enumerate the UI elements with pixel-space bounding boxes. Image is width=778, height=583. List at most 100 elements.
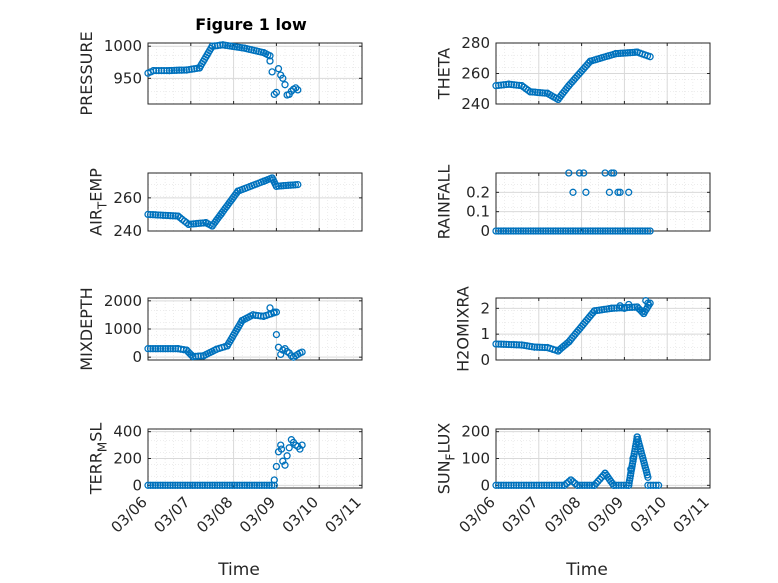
- data-point: [166, 345, 175, 353]
- data-point: [279, 74, 287, 82]
- data-point: [584, 227, 592, 235]
- data-point: [529, 88, 537, 96]
- subplot-5: 0 1000 2000 MIXDEPTH: [77, 287, 363, 371]
- data-point: [541, 89, 549, 97]
- data-point: [497, 81, 505, 89]
- data-point: [170, 66, 178, 75]
- data-point: [610, 481, 618, 489]
- data-point: [197, 352, 205, 360]
- data-point: [509, 227, 518, 235]
- data-point: [159, 211, 167, 219]
- data-point: [497, 481, 505, 489]
- data-point: [151, 481, 160, 489]
- data-point: [510, 341, 518, 349]
- data-point: [157, 66, 166, 75]
- data-point: [285, 444, 293, 452]
- x-tick-label: 03/09: [236, 493, 279, 536]
- data-point: [611, 227, 619, 235]
- data-point: [538, 89, 547, 97]
- data-point: [505, 340, 513, 349]
- data-point: [549, 227, 557, 235]
- data-point: [171, 345, 180, 353]
- data-point: [538, 481, 546, 489]
- data-point: [652, 481, 660, 489]
- data-point: [187, 351, 195, 359]
- data-point: [617, 481, 625, 489]
- data-point: [161, 211, 170, 220]
- data-point: [203, 481, 212, 489]
- data-point: [530, 481, 538, 489]
- data-point: [255, 481, 264, 489]
- data-point: [571, 479, 579, 488]
- data-point: [515, 81, 523, 90]
- data-point: [537, 227, 545, 235]
- data-point: [620, 304, 629, 312]
- data-point: [589, 227, 597, 235]
- y-tick-label: 950: [113, 69, 142, 87]
- data-point: [556, 227, 565, 235]
- data-point: [551, 227, 560, 235]
- data-point: [555, 481, 564, 489]
- data-point: [221, 481, 229, 489]
- data-point: [294, 180, 302, 189]
- data-point: [626, 227, 634, 235]
- data-point: [146, 481, 155, 489]
- data-point: [619, 227, 627, 235]
- data-point: [510, 81, 518, 89]
- data-point: [612, 50, 620, 58]
- data-point: [272, 462, 281, 471]
- data-point: [263, 481, 271, 489]
- data-point: [218, 481, 226, 489]
- y-tick-label: 280: [461, 34, 490, 52]
- data-point: [146, 345, 155, 353]
- data-point: [183, 481, 192, 489]
- data-point: [559, 227, 567, 235]
- x-tick-label: 03/06: [108, 493, 151, 536]
- data-point: [553, 481, 561, 489]
- data-point: [524, 227, 532, 235]
- data-point: [517, 481, 526, 489]
- data-point: [257, 312, 265, 320]
- data-point: [614, 49, 622, 58]
- data-point: [175, 66, 183, 74]
- data-point: [272, 88, 281, 97]
- data-point: [213, 481, 221, 489]
- data-point: [610, 169, 618, 177]
- data-point: [539, 227, 547, 235]
- data-point: [270, 90, 278, 99]
- data-point: [228, 481, 236, 489]
- data-point: [502, 227, 510, 235]
- data-point: [193, 481, 202, 489]
- y-tick-label: 0: [132, 348, 142, 366]
- data-point: [538, 343, 546, 352]
- data-point: [253, 481, 261, 489]
- data-point: [190, 65, 198, 73]
- data-point: [149, 345, 157, 353]
- data-point: [270, 476, 278, 484]
- data-point: [174, 481, 182, 489]
- data-point: [586, 227, 595, 235]
- data-point: [582, 188, 590, 196]
- y-tick-label: 2: [480, 299, 490, 317]
- data-point: [216, 41, 224, 49]
- data-point: [233, 481, 241, 489]
- data-point: [607, 169, 616, 177]
- data-point: [156, 481, 165, 489]
- data-point: [492, 481, 500, 489]
- data-point: [624, 227, 632, 235]
- data-point: [146, 210, 155, 219]
- data-point: [561, 227, 570, 235]
- data-point: [155, 66, 163, 75]
- data-point: [243, 481, 251, 489]
- y-tick-label: 0: [480, 222, 490, 240]
- subplot-1: 950 1000 PRESSURE: [77, 31, 363, 116]
- data-point: [277, 441, 285, 449]
- data-point: [588, 481, 596, 489]
- data-point: [531, 88, 539, 96]
- data-point: [281, 81, 289, 89]
- data-point: [169, 345, 177, 353]
- data-point: [171, 212, 180, 220]
- data-point: [164, 345, 172, 353]
- data-point: [266, 304, 274, 312]
- data-point: [161, 481, 169, 489]
